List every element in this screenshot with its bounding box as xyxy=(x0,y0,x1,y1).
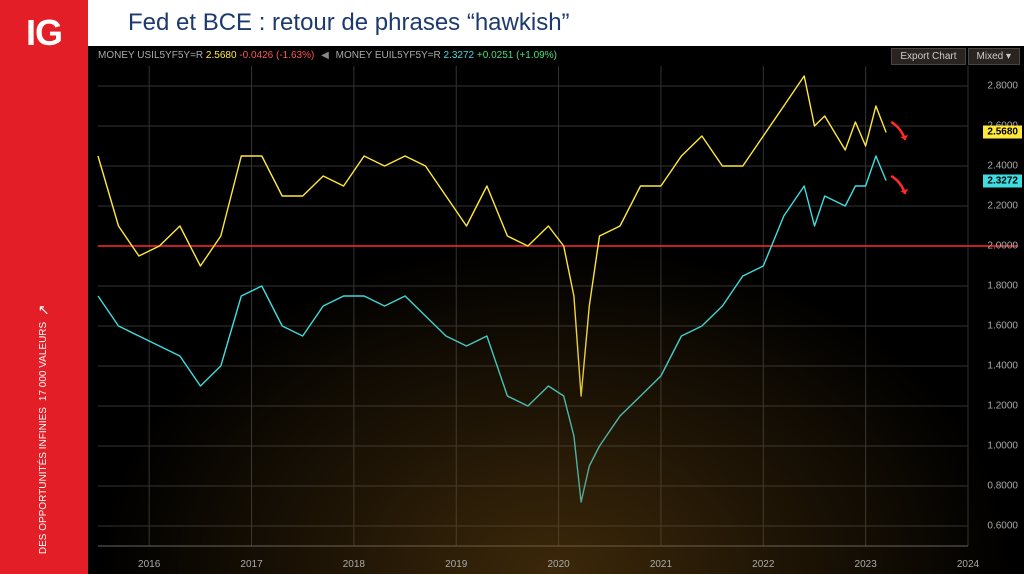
x-tick-label: 2017 xyxy=(240,559,262,570)
price-badge: 2.5680 xyxy=(983,126,1022,139)
page-title: Fed et BCE : retour de phrases “hawkish” xyxy=(128,9,570,37)
x-tick-label: 2018 xyxy=(343,559,365,570)
price-badge: 2.3272 xyxy=(983,174,1022,187)
y-tick-label: 2.4000 xyxy=(987,161,1018,172)
y-tick-label: 1.8000 xyxy=(987,281,1018,292)
arrow-up-icon: ↗ xyxy=(34,304,54,316)
brand-sidebar: IG DES OPPORTUNITÉS INFINIES 17 000 VALE… xyxy=(0,0,88,574)
title-bar: Fed et BCE : retour de phrases “hawkish” xyxy=(88,0,1024,46)
tagline-line1: 17 000 VALEURS xyxy=(37,322,51,401)
series2-value: 2.3272 xyxy=(444,50,475,61)
x-tick-label: 2019 xyxy=(445,559,467,570)
series2-name: MONEY EUIL5YF5Y=R xyxy=(336,50,441,61)
x-tick-label: 2024 xyxy=(957,559,979,570)
series1-value: 2.5680 xyxy=(206,50,237,61)
legend-separator: ◀ xyxy=(321,50,329,61)
brand-tagline: DES OPPORTUNITÉS INFINIES 17 000 VALEURS… xyxy=(34,304,54,554)
y-tick-label: 1.4000 xyxy=(987,361,1018,372)
y-tick-label: 0.6000 xyxy=(987,521,1018,532)
y-tick-label: 0.8000 xyxy=(987,481,1018,492)
x-tick-label: 2022 xyxy=(752,559,774,570)
export-chart-button[interactable]: Export Chart xyxy=(891,48,965,65)
chart-container: MONEY USIL5YF5Y=R 2.5680 -0.0426 (-1.63%… xyxy=(88,46,1024,574)
series2-change: +0.0251 (+1.09%) xyxy=(477,50,557,61)
series1-change: -0.0426 (-1.63%) xyxy=(239,50,314,61)
chart-legend: MONEY USIL5YF5Y=R 2.5680 -0.0426 (-1.63%… xyxy=(98,50,557,61)
tagline-line2: DES OPPORTUNITÉS INFINIES xyxy=(37,407,51,554)
x-tick-label: 2021 xyxy=(650,559,672,570)
mixed-dropdown[interactable]: Mixed ▾ xyxy=(968,48,1020,65)
logo: IG xyxy=(26,12,62,54)
y-tick-label: 2.0000 xyxy=(987,241,1018,252)
price-chart xyxy=(88,46,1024,574)
y-tick-label: 1.2000 xyxy=(987,401,1018,412)
x-tick-label: 2016 xyxy=(138,559,160,570)
y-tick-label: 1.0000 xyxy=(987,441,1018,452)
y-tick-label: 2.2000 xyxy=(987,201,1018,212)
y-tick-label: 1.6000 xyxy=(987,321,1018,332)
series1-name: MONEY USIL5YF5Y=R xyxy=(98,50,203,61)
x-tick-label: 2023 xyxy=(855,559,877,570)
x-tick-label: 2020 xyxy=(547,559,569,570)
y-tick-label: 2.8000 xyxy=(987,81,1018,92)
